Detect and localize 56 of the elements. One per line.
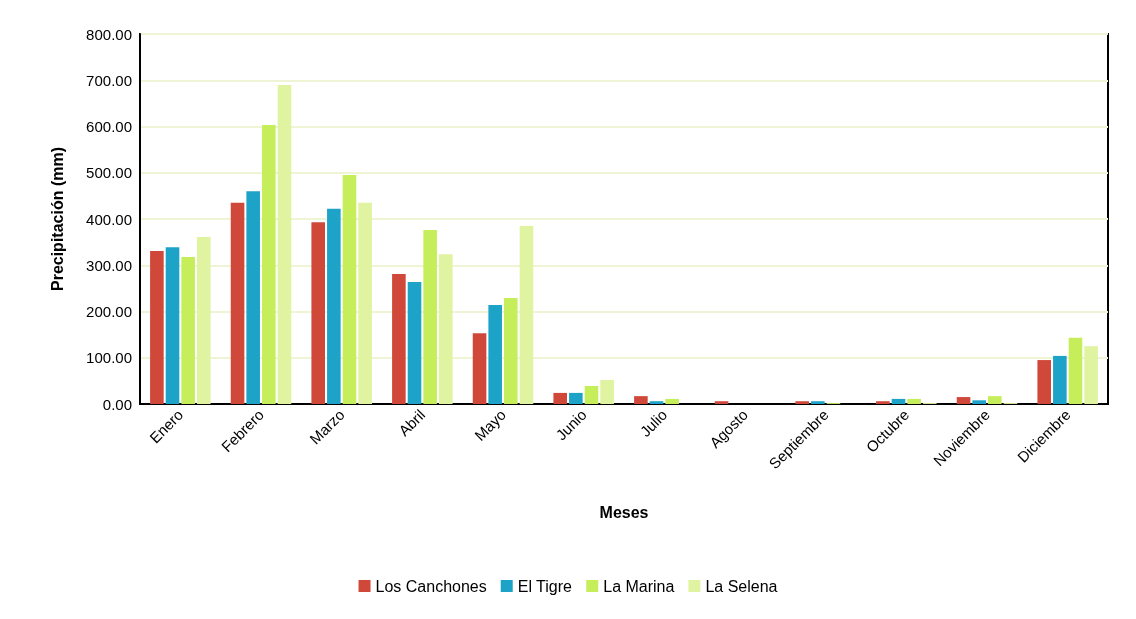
bar	[988, 396, 1002, 404]
bar	[407, 281, 422, 404]
bar	[811, 401, 825, 404]
bar	[891, 398, 906, 404]
bar	[519, 225, 534, 404]
bar	[634, 396, 648, 404]
bar	[1053, 355, 1067, 404]
bar	[569, 392, 583, 404]
y-tick-label: 400.00	[86, 210, 132, 228]
bar	[553, 392, 568, 404]
bar	[795, 401, 810, 404]
y-tick-label: 800.00	[86, 25, 132, 43]
y-tick-label: 200.00	[86, 303, 132, 320]
bar	[907, 398, 921, 404]
y-tick-label: 100.00	[86, 349, 132, 367]
bar	[972, 400, 986, 404]
bar	[342, 175, 357, 404]
bar	[876, 401, 890, 404]
bar	[181, 256, 195, 404]
bar	[649, 401, 664, 404]
bar	[165, 247, 180, 404]
legend-label: La Selena	[705, 577, 778, 595]
legend-label: Los Canchones	[375, 577, 487, 595]
bar	[277, 84, 292, 404]
bar	[262, 125, 276, 404]
y-tick-label: 600.00	[86, 118, 132, 135]
x-axis-title: Meses	[599, 503, 649, 521]
bar	[584, 385, 599, 404]
bar	[600, 379, 614, 404]
bar	[1037, 360, 1052, 404]
bar	[423, 230, 437, 404]
bar	[1084, 346, 1098, 404]
y-tick-label: 700.00	[86, 71, 132, 89]
legend-label: El Tigre	[517, 577, 573, 595]
x-tick-label: Julio	[636, 405, 671, 440]
bar	[956, 397, 971, 404]
y-tick-label: 0.00	[102, 395, 132, 413]
bar	[488, 305, 502, 404]
y-axis-title: Precipitación (mm)	[48, 146, 66, 292]
bar	[665, 398, 679, 404]
y-tick-label: 500.00	[86, 164, 132, 182]
bar	[472, 333, 487, 404]
bar	[150, 250, 164, 404]
bar	[438, 254, 453, 404]
bar	[327, 208, 341, 404]
y-tick-label: 300.00	[86, 256, 132, 274]
bar	[196, 237, 211, 404]
bar	[246, 191, 260, 404]
legend-label: La Marina	[603, 577, 675, 595]
bar	[311, 222, 326, 404]
bar	[230, 202, 245, 404]
bar	[392, 274, 406, 404]
bar	[714, 401, 729, 404]
bar	[358, 202, 372, 404]
bar	[1068, 337, 1083, 404]
bar	[504, 298, 518, 404]
